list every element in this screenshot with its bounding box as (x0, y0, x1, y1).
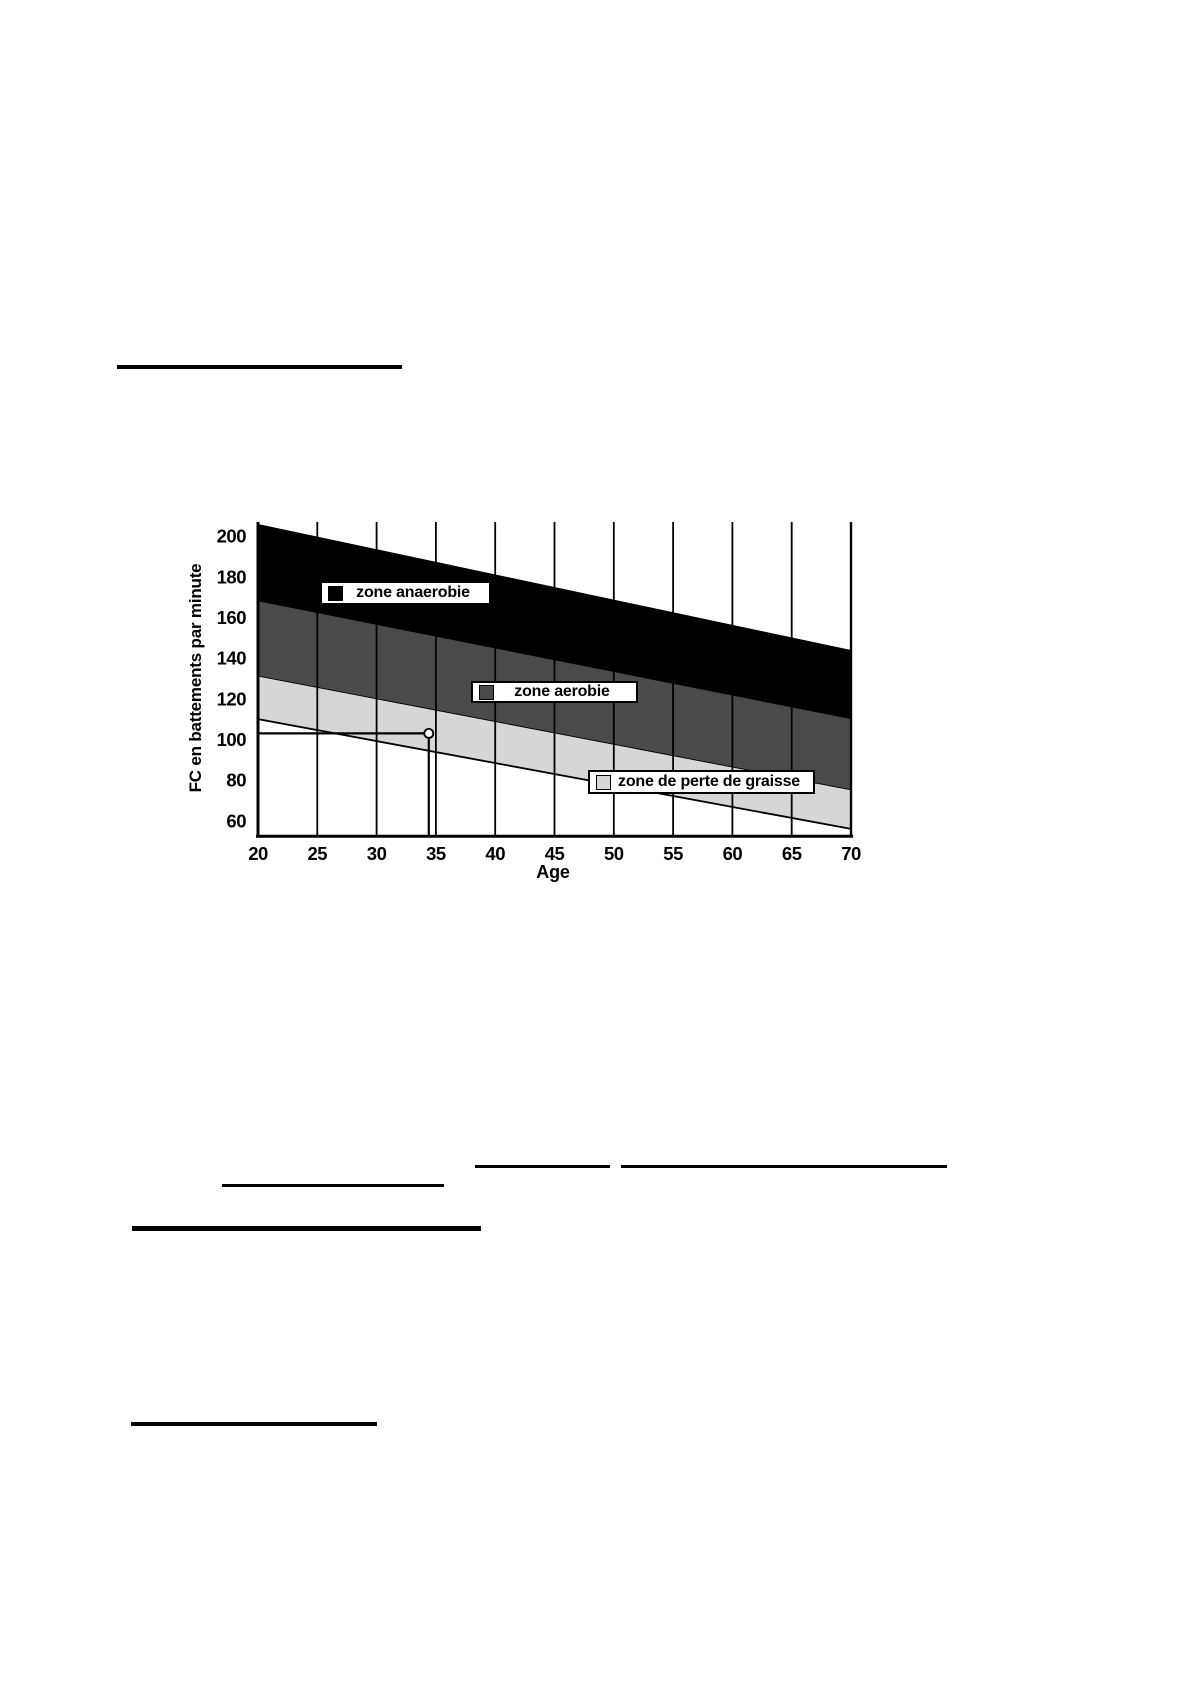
x-tick-label-60: 60 (723, 843, 743, 864)
x-tick-label-30: 30 (367, 843, 387, 864)
y-tick-label-120: 120 (217, 688, 247, 709)
underline-rule (132, 1226, 481, 1231)
legend-fat-loss-label: zone de perte de graisse (618, 773, 800, 790)
x-tick-label-25: 25 (308, 843, 328, 864)
x-tick-label-65: 65 (782, 843, 802, 864)
x-axis-label: Age (536, 862, 570, 882)
fat-loss-zone-swatch-icon (596, 774, 611, 790)
y-tick-label-80: 80 (226, 770, 246, 791)
legend-anaerobic-zone: zone anaerobie (320, 581, 491, 605)
y-axis-label: FC en battements par minute (186, 563, 205, 793)
legend-aerobic-zone: zone aerobie (471, 681, 638, 703)
legend-fat-loss-zone: zone de perte de graisse (588, 770, 815, 794)
y-tick-label-160: 160 (217, 607, 247, 628)
aerobic-zone-swatch-icon (479, 684, 494, 700)
x-tick-label-20: 20 (248, 843, 268, 864)
x-tick-label-70: 70 (841, 843, 861, 864)
underline-rule (475, 1165, 610, 1168)
y-tick-label-200: 200 (217, 526, 247, 547)
legend-aerobic-label: zone aerobie (514, 683, 610, 700)
underline-rule (621, 1165, 947, 1168)
x-tick-label-45: 45 (545, 843, 565, 864)
legend-anaerobic-label: zone anaerobie (356, 584, 470, 601)
y-tick-label-180: 180 (217, 566, 247, 587)
x-tick-label-55: 55 (663, 843, 683, 864)
y-tick-label-140: 140 (217, 648, 247, 669)
underline-rule (222, 1184, 444, 1187)
example-marker-point (423, 727, 435, 739)
y-tick-label-100: 100 (217, 729, 247, 750)
underline-rule (131, 1422, 377, 1426)
y-tick-label-60: 60 (226, 810, 246, 831)
anaerobic-zone-swatch-icon (328, 585, 343, 601)
underline-rule (117, 365, 402, 369)
x-tick-label-40: 40 (485, 843, 505, 864)
x-tick-label-50: 50 (604, 843, 624, 864)
x-tick-label-35: 35 (426, 843, 446, 864)
